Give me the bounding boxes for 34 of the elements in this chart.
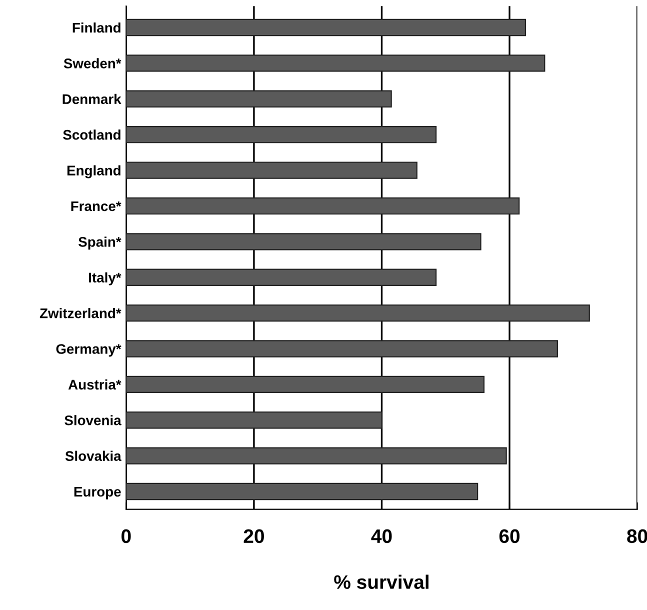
y-tick-label: Sweden* <box>64 58 122 68</box>
bar <box>126 412 382 429</box>
bar <box>126 126 437 144</box>
y-tick-label: Slovenia <box>64 415 122 426</box>
y-tick-label: Spain* <box>78 236 122 250</box>
bar <box>126 233 482 250</box>
x-axis-title: % survival <box>334 574 428 589</box>
bar <box>126 18 526 36</box>
bar <box>126 340 558 358</box>
bar <box>126 268 437 286</box>
bar <box>126 197 520 215</box>
y-tick-label: Italy* <box>89 272 122 286</box>
y-tick-label: Denmark <box>62 94 122 104</box>
x-tick-label: 0 <box>122 529 131 544</box>
bar <box>126 482 478 500</box>
x-tick-label: 20 <box>244 529 264 544</box>
x-tick-label: 80 <box>627 529 647 544</box>
y-tick-label: Slovakia <box>65 450 122 461</box>
y-tick-label: Zwitzerland* <box>40 308 122 318</box>
x-tick-label: 60 <box>499 529 520 544</box>
y-tick-label: Germany* <box>56 344 122 357</box>
bar <box>126 162 418 179</box>
y-tick-label: France* <box>71 201 122 212</box>
y-tick-label: Austria* <box>68 379 122 390</box>
y-tick-label: England <box>67 165 120 178</box>
bar <box>126 54 546 72</box>
y-tick-label: Europe <box>74 486 121 500</box>
y-tick-label: Scotland <box>63 130 120 140</box>
bar <box>126 90 392 108</box>
bar <box>126 447 507 464</box>
bar <box>126 376 485 394</box>
y-tick-label: Finland <box>72 22 120 33</box>
x-tick-label: 40 <box>371 529 392 544</box>
bar <box>126 304 590 322</box>
